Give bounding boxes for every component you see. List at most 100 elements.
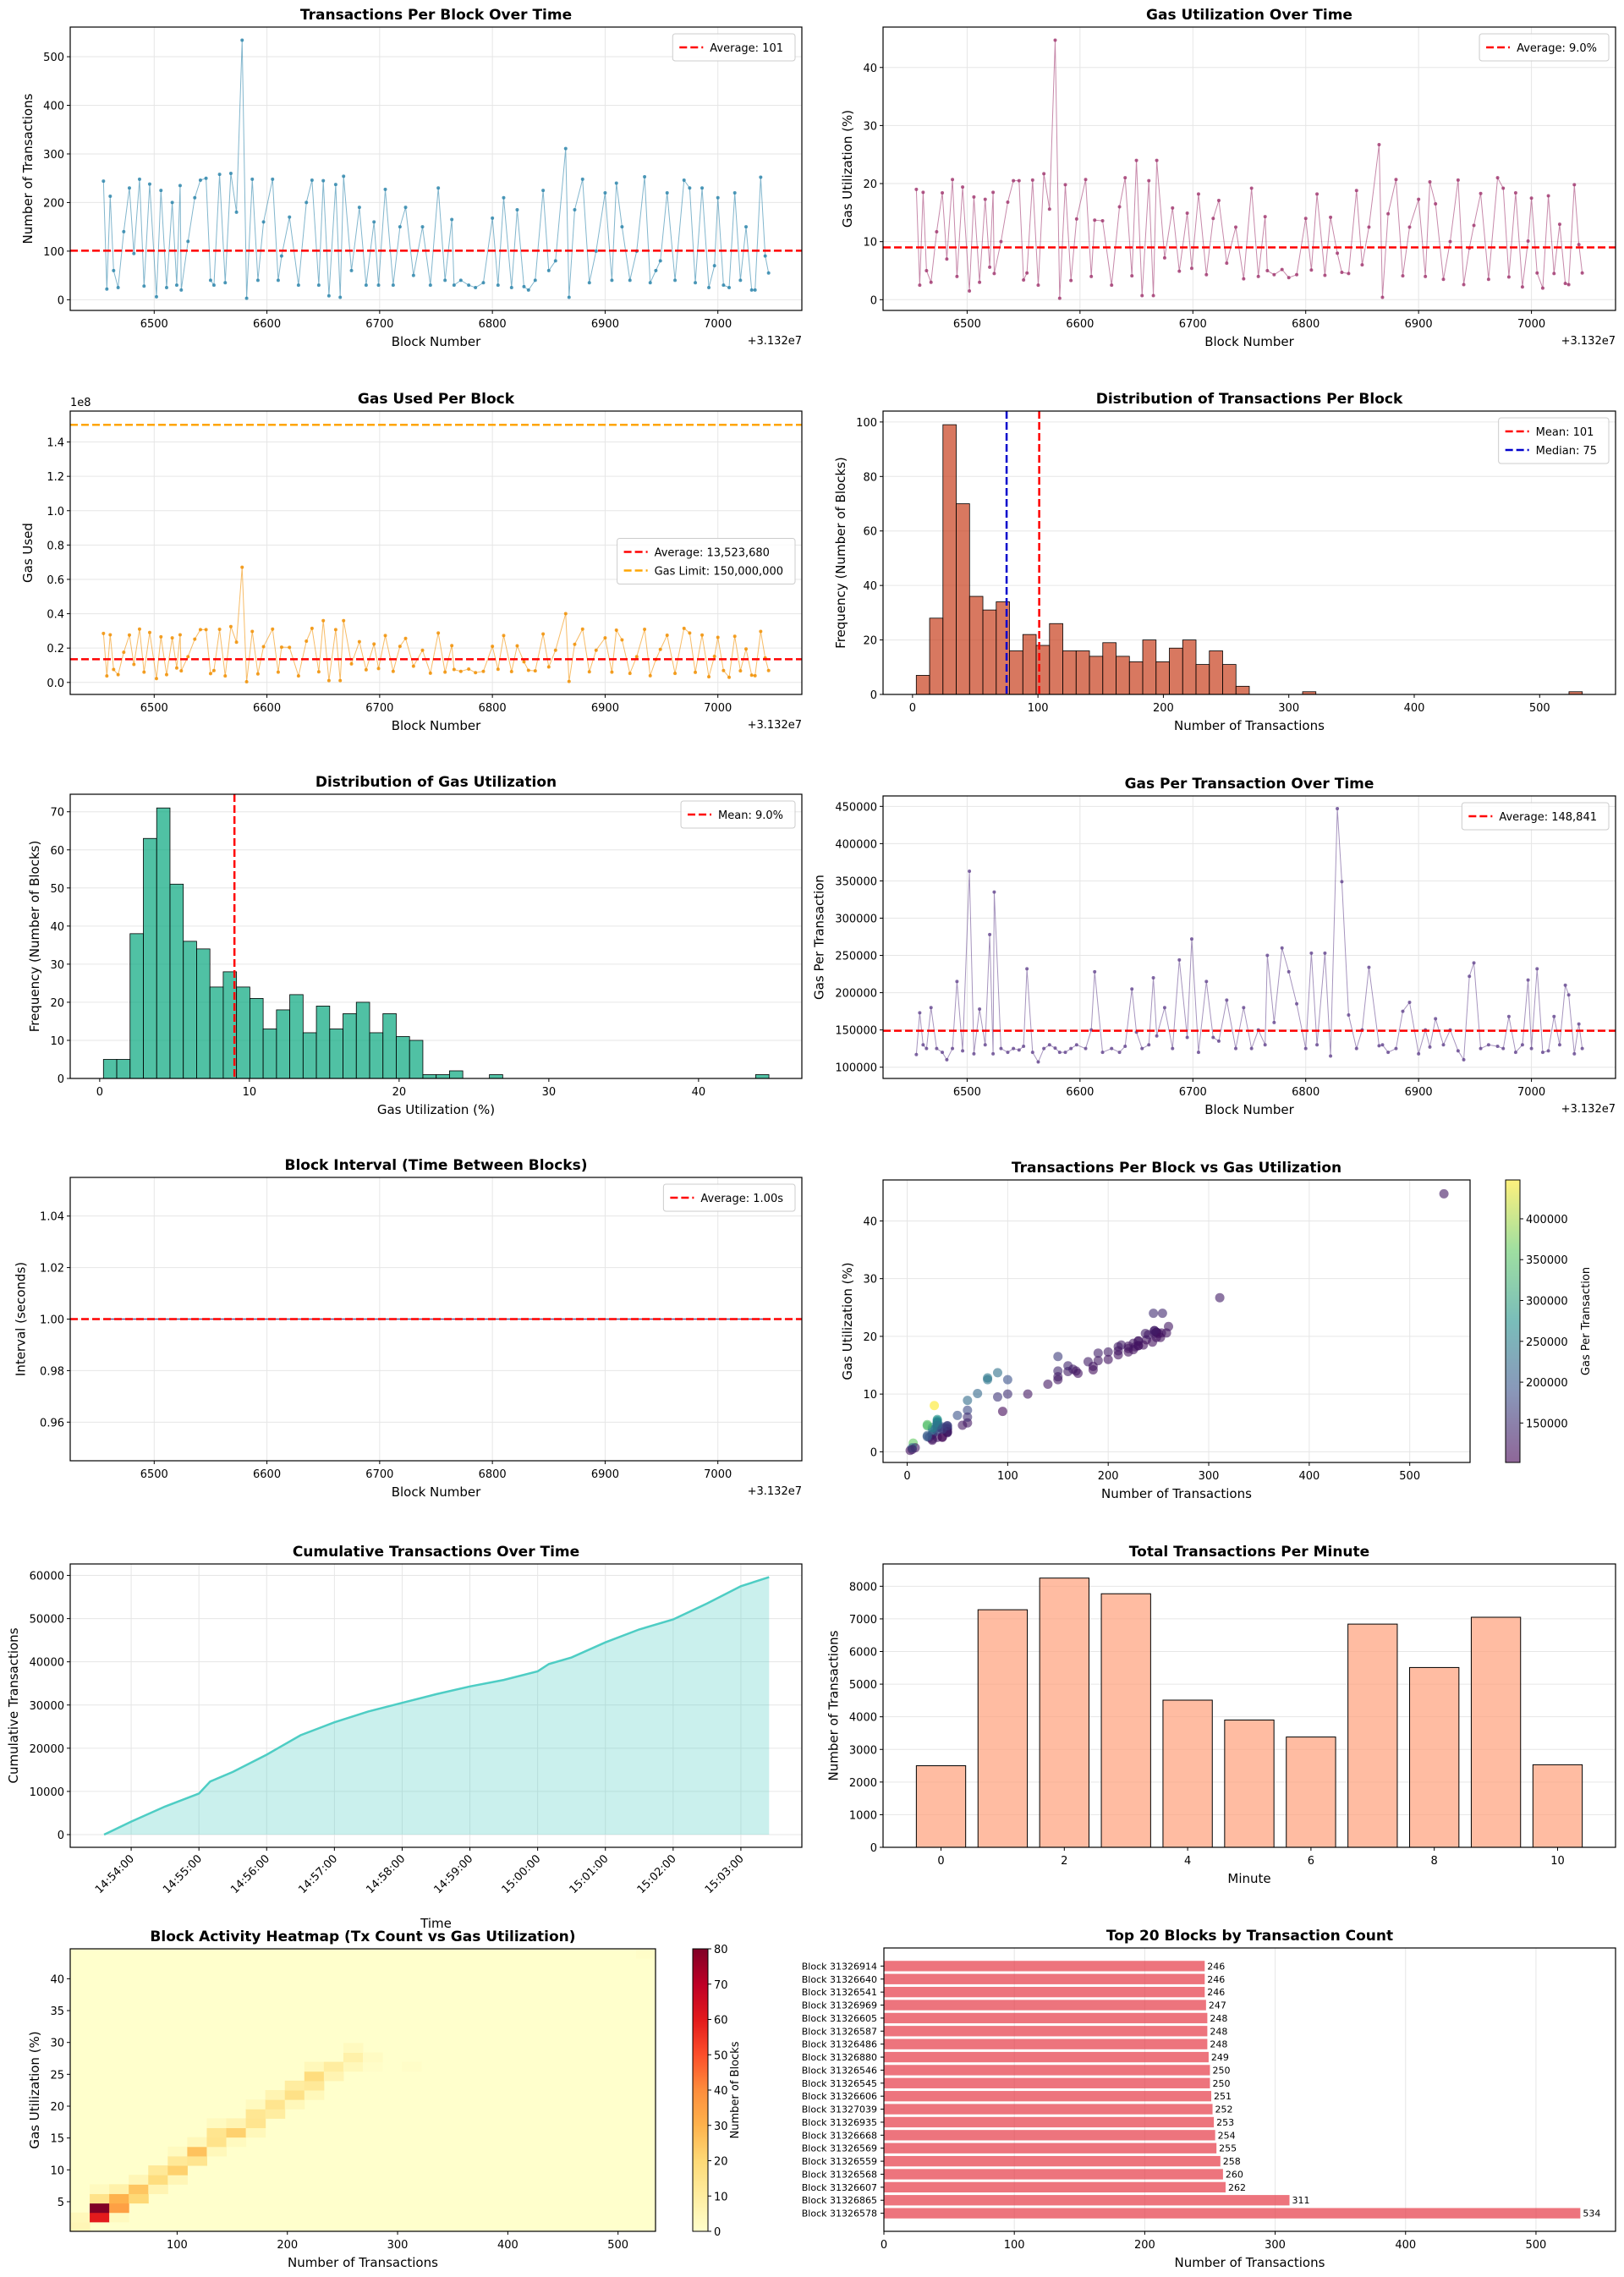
data-point — [921, 1043, 925, 1047]
x-tick-label: 100 — [167, 2239, 188, 2252]
data-point — [357, 639, 361, 644]
scatter-point — [952, 1410, 963, 1420]
data-point — [1340, 271, 1344, 275]
data-point — [553, 259, 557, 263]
scatter-point — [1002, 1389, 1012, 1399]
data-point — [1155, 1034, 1159, 1038]
histogram-bar — [262, 1029, 277, 1078]
histogram-bar — [315, 1006, 331, 1078]
bar — [1470, 1616, 1522, 1847]
data-point — [1295, 1001, 1299, 1006]
x-tick-label: 6600 — [1066, 1086, 1094, 1099]
data-point — [1022, 1045, 1026, 1049]
data-point — [573, 642, 577, 646]
legend-label: Mean: 101 — [1536, 426, 1594, 439]
data-point — [1130, 987, 1134, 991]
data-point — [643, 628, 647, 632]
data-point — [707, 675, 711, 679]
data-point — [1295, 272, 1299, 277]
x-tick-label: 6900 — [591, 702, 619, 715]
bar-value-label: 248 — [1210, 2013, 1227, 2024]
data-point — [1036, 283, 1040, 288]
histogram-bar — [276, 1009, 290, 1078]
y-tick-label: Block 31326569 — [802, 2143, 877, 2154]
data-point — [159, 634, 163, 639]
data-point — [749, 673, 754, 678]
y-tick-label: 10000 — [30, 1786, 64, 1799]
x-axis-label: Block Number — [392, 334, 481, 349]
y-tick-label: 0 — [58, 1073, 64, 1086]
x-tick-label: 2 — [1061, 1855, 1067, 1868]
y-axis-label: Number of Transactions — [826, 1630, 841, 1780]
y-axis-label: Frequency (Number of Blocks) — [833, 457, 848, 649]
data-point — [467, 667, 471, 671]
data-point — [541, 632, 546, 636]
data-point — [154, 294, 158, 299]
x-axis-label: Number of Transactions — [1174, 718, 1325, 733]
data-point — [614, 181, 618, 185]
data-point — [296, 283, 300, 288]
heatmap-cell — [226, 2127, 247, 2138]
data-point — [105, 674, 109, 678]
y-tick-label: 6000 — [849, 1647, 877, 1660]
data-point — [255, 672, 260, 676]
bar-value-label: 252 — [1215, 2104, 1233, 2115]
legend-label: Average: 101 — [710, 42, 783, 55]
histogram-bar — [968, 595, 984, 694]
data-point — [1360, 263, 1364, 267]
data-point — [992, 272, 996, 276]
data-point — [700, 186, 705, 190]
scatter-point — [992, 1368, 1002, 1378]
data-point — [1441, 277, 1446, 282]
bar-value-label: 249 — [1211, 2052, 1229, 2063]
data-point — [1171, 1046, 1175, 1051]
scatter-point — [983, 1373, 993, 1383]
data-point — [1057, 296, 1062, 300]
data-point — [193, 195, 197, 200]
data-point — [142, 284, 146, 288]
y-tick-label: Block 31326880 — [802, 2052, 877, 2063]
data-point — [914, 1052, 919, 1056]
data-point — [186, 655, 190, 659]
data-point — [288, 645, 292, 650]
data-point — [1434, 1017, 1438, 1021]
bar — [884, 2130, 1215, 2141]
data-point — [614, 628, 618, 632]
histogram-bar — [1222, 664, 1237, 694]
data-point — [496, 283, 500, 288]
data-point — [496, 667, 500, 672]
data-point — [1336, 251, 1340, 255]
histogram-bar — [489, 1074, 503, 1078]
y-tick-label: 1.04 — [40, 1211, 64, 1224]
data-point — [502, 634, 506, 638]
data-point — [132, 662, 136, 667]
chart-title: Cumulative Transactions Over Time — [293, 1544, 579, 1561]
data-point — [929, 280, 933, 284]
scatter-point — [922, 1432, 932, 1442]
data-point — [108, 633, 112, 637]
data-point — [951, 1046, 955, 1051]
data-point — [580, 177, 584, 181]
plot-area — [883, 806, 1616, 1064]
y-tick-label: 400 — [43, 101, 64, 113]
bar — [884, 2065, 1210, 2076]
y-tick-label: Block 31326486 — [802, 2039, 877, 2050]
bar-value-label: 248 — [1210, 2026, 1227, 2037]
plot-area — [70, 423, 802, 684]
x-tick-label: 0 — [881, 2239, 887, 2252]
colorbar-tick-label: 300000 — [1526, 1296, 1568, 1309]
x-tick-label: 6500 — [140, 318, 168, 331]
data-point — [234, 640, 239, 645]
data-point — [1123, 1045, 1127, 1049]
heatmap-cell — [148, 2175, 168, 2185]
histogram-bar — [1169, 647, 1183, 694]
histogram-bar — [1022, 634, 1037, 694]
y-tick-label: 2000 — [849, 1777, 877, 1790]
data-point — [1407, 225, 1412, 229]
data-point — [1486, 1043, 1490, 1047]
y-tick-label: 40 — [863, 580, 877, 593]
colorbar-tick-label: 50 — [714, 2049, 728, 2062]
y-tick-label: 10 — [50, 1035, 64, 1048]
data-point — [428, 671, 432, 675]
data-point — [1204, 979, 1209, 984]
